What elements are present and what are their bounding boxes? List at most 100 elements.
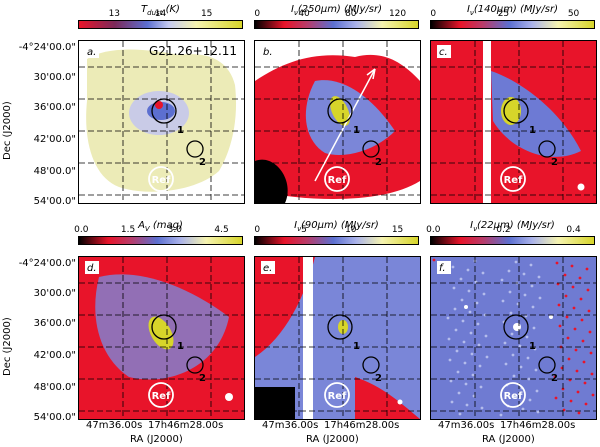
noise-speckle <box>500 278 504 282</box>
dec-axis-title: Dec (J2000) <box>2 101 13 160</box>
marker-circle-1 <box>503 314 529 340</box>
noise-speckle <box>555 261 559 265</box>
ref-circle <box>500 166 526 192</box>
noise-speckle <box>584 402 588 406</box>
noise-speckle <box>514 260 518 264</box>
ref-label: Ref <box>152 391 171 402</box>
noise-speckle <box>531 305 535 309</box>
map-image: 1 2 Ref a. G21.26+12.11 <box>78 40 245 204</box>
noise-speckle <box>462 340 466 344</box>
dec-tick-label: 30'00.0" <box>33 288 76 299</box>
marker-label-1: 1 <box>529 341 536 352</box>
noise-speckle <box>557 303 561 307</box>
noise-speckle <box>468 310 472 314</box>
dec-tick-label: 54'00.0" <box>33 196 76 207</box>
noise-speckle <box>469 331 473 335</box>
noise-speckle <box>554 396 558 400</box>
panel-letter: b. <box>263 47 273 58</box>
marker-circle-2 <box>186 140 204 158</box>
noise-speckle <box>580 318 584 322</box>
map-image: 1 2 Ref d. <box>78 256 245 420</box>
ra-tick-label: 47m36.00s <box>262 420 319 431</box>
noise-speckle <box>480 406 484 410</box>
ra-tick-label: 17h46m28.00s <box>324 420 400 431</box>
panel-title: Iν(140μm) (MJy/sr) <box>466 4 559 17</box>
colorbar-tick-label: 0 <box>254 9 261 19</box>
panel-letter: f. <box>439 263 446 274</box>
noise-speckle <box>565 315 569 319</box>
ref-label: Ref <box>152 175 171 186</box>
noise-speckle <box>537 275 541 279</box>
map-image: 1 2 Ref f. <box>430 256 597 420</box>
colorbar-tick-label: 0 <box>430 9 437 19</box>
dec-tick-label: -4°24'00.0" <box>18 42 76 53</box>
map-image: 1 2 Ref e. <box>254 256 421 420</box>
ra-tick-label: 47m36.00s <box>438 420 495 431</box>
shadow-region <box>255 387 295 419</box>
colorbar-tick-label: 15 <box>391 225 404 235</box>
bright-core <box>330 96 350 126</box>
noise-speckle <box>576 390 580 394</box>
noise-speckle <box>566 336 570 340</box>
noise-speckle <box>538 296 542 300</box>
noise-speckle <box>432 258 436 262</box>
noise-speckle <box>518 344 522 348</box>
panel-letter-box <box>261 45 275 58</box>
cut-arrow <box>314 68 376 182</box>
noise-speckle <box>451 265 455 269</box>
ref-circle <box>148 382 174 408</box>
dec-tick-label: 48'00.0" <box>33 166 76 177</box>
panel-letter: d. <box>87 263 97 274</box>
marker-label-1: 1 <box>529 125 536 136</box>
noise-speckle <box>467 289 471 293</box>
noise-speckle <box>521 407 525 411</box>
panel-letter-box <box>85 261 99 274</box>
noise-speckle <box>453 307 457 311</box>
noise-speckle <box>522 272 526 276</box>
noise-speckle <box>484 334 488 338</box>
colorbar-tick-label: 14 <box>154 9 167 19</box>
ra-tick-label: 47m36.00s <box>86 420 143 431</box>
dec-tick-label: 36'00.0" <box>33 102 76 113</box>
ref-label: Ref <box>504 175 523 186</box>
filament <box>491 71 581 157</box>
noise-speckle <box>534 368 538 372</box>
noise-speckle <box>476 322 480 326</box>
noise-speckle <box>460 298 464 302</box>
point-source <box>225 393 233 401</box>
ref-label: Ref <box>504 391 523 402</box>
marker-circle-2 <box>538 140 556 158</box>
noise-speckle <box>479 385 483 389</box>
noise-speckle <box>448 358 452 362</box>
noise-speckle <box>457 391 461 395</box>
point-source <box>577 183 585 191</box>
noise-speckle <box>482 292 486 296</box>
noise-speckle <box>536 410 540 414</box>
panel-letter: e. <box>263 263 272 274</box>
noise-speckle <box>590 372 594 376</box>
noise-speckle <box>578 276 582 280</box>
noise-speckle <box>503 341 507 345</box>
noise-speckle <box>466 268 470 272</box>
colorbar-tick-label: 25 <box>497 9 510 19</box>
colorbar-tick-label: 10 <box>345 225 357 235</box>
source-label: G21.26+12.11 <box>149 44 237 58</box>
noise-speckle <box>573 327 577 331</box>
noise-speckle <box>509 311 513 315</box>
noise-speckle <box>471 373 475 377</box>
noise-speckle <box>511 353 515 357</box>
bright-core <box>338 320 348 334</box>
noise-speckle <box>530 284 534 288</box>
noise-speckle <box>574 348 578 352</box>
ref-label: Ref <box>328 391 347 402</box>
marker-label-2: 2 <box>199 157 206 168</box>
marker-label-1: 1 <box>353 125 360 136</box>
noise-speckle <box>465 403 469 407</box>
marker-label-2: 2 <box>375 373 382 384</box>
colorbar-tick-label: 13 <box>108 9 121 19</box>
noise-speckle <box>499 413 503 417</box>
marker-circle-1 <box>327 98 353 124</box>
panel-letter: c. <box>439 47 448 58</box>
dec-tick-label: -4°24'00.0" <box>18 258 76 269</box>
data-gap <box>483 41 491 203</box>
